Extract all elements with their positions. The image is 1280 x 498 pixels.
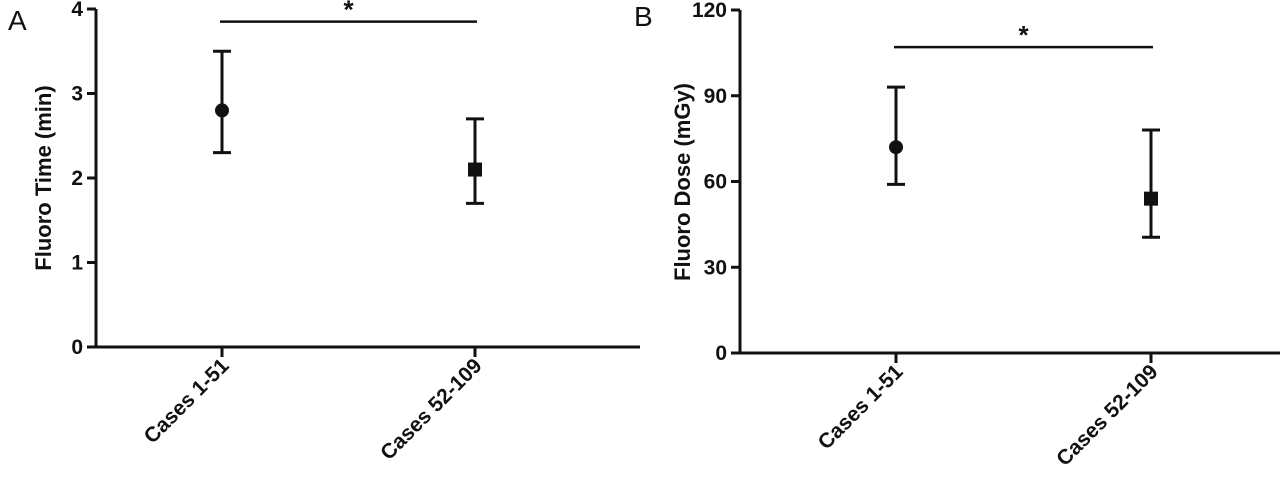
panel-b-y-tick-label: 30 xyxy=(704,256,727,279)
panel-a-y-tick-label: 0 xyxy=(71,336,83,359)
panel-a-fluoro-time-chart: A Fluoro Time (min) 0 1 2 3 4 Cases 1-51 Cases… xyxy=(8,0,640,465)
panel-a-marks: 0 1 2 3 4 Cases 1-51 Cases 52-109 * xyxy=(71,0,640,465)
panel-a-y-axis-label: Fluoro Time (min) xyxy=(31,85,56,270)
panel-b-x-tick-label: Cases 52-109 xyxy=(1052,360,1162,470)
panel-a-letter: A xyxy=(8,5,27,36)
panel-b-y-tick-label: 0 xyxy=(715,342,727,365)
panel-a-y-tick-label: 3 xyxy=(71,83,83,106)
panel-b-y-tick-label: 90 xyxy=(704,85,727,108)
panel-a-significance-star: * xyxy=(343,0,354,25)
panel-a-mean-point-circle xyxy=(215,103,229,118)
panel-a-x-tick-label: Cases 52-109 xyxy=(376,354,486,464)
panel-b-y-tick-label: 60 xyxy=(704,171,727,194)
panel-a-x-tick-label: Cases 1-51 xyxy=(140,354,234,448)
panel-b-letter: B xyxy=(634,1,653,32)
panel-b-mean-point-square xyxy=(1144,191,1158,206)
panel-b-fluoro-dose-chart: B Fluoro Dose (mGy) 0 30 60 90 120 Cases 1-51… xyxy=(634,0,1280,471)
panel-b-y-axis-label: Fluoro Dose (mGy) xyxy=(670,83,695,281)
panel-a-y-tick-label: 1 xyxy=(71,252,83,275)
panel-a-y-tick-label: 2 xyxy=(71,167,83,190)
panel-b-mean-point-circle xyxy=(889,140,903,155)
panel-a-y-tick-label: 4 xyxy=(71,0,83,21)
panel-b-y-tick-label: 120 xyxy=(692,0,727,22)
panel-a-mean-point-square xyxy=(468,162,482,177)
panel-b-marks: 0 30 60 90 120 Cases 1-51 Cases 52-109 * xyxy=(692,0,1280,471)
panel-b-x-tick-label: Cases 1-51 xyxy=(814,360,908,454)
panel-b-significance-star: * xyxy=(1018,20,1029,50)
